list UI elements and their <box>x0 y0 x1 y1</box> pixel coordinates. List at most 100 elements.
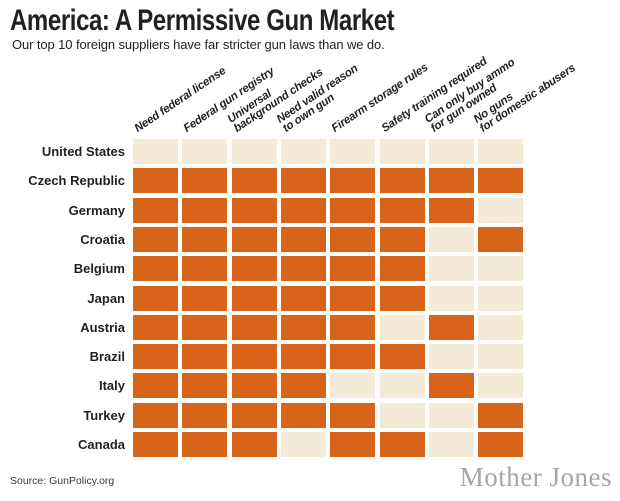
matrix-cell <box>379 226 425 252</box>
matrix-cell <box>379 314 425 340</box>
matrix-cell <box>379 432 425 457</box>
matrix-cell <box>231 314 277 340</box>
matrix-cell <box>330 197 376 223</box>
matrix-cell <box>133 168 178 194</box>
matrix-cell <box>231 402 277 428</box>
column-header: Need federal license <box>132 64 229 135</box>
matrix-cell <box>428 344 474 370</box>
matrix-cell <box>182 373 228 399</box>
matrix-cell <box>182 139 228 164</box>
matrix-cell <box>133 226 178 252</box>
matrix-cell <box>231 256 277 282</box>
matrix-cell <box>330 256 376 282</box>
matrix-cell <box>428 432 474 457</box>
row-label: Belgium <box>73 261 125 277</box>
matrix-cell <box>379 139 425 164</box>
matrix-cell <box>280 285 326 311</box>
source-credit: Source: GunPolicy.org <box>10 475 115 487</box>
matrix-cell <box>330 373 376 399</box>
matrix-cell <box>280 432 326 457</box>
matrix-cell <box>231 168 277 194</box>
row-label: Canada <box>78 437 125 452</box>
matrix-cell <box>330 344 376 370</box>
matrix-cell <box>379 344 425 370</box>
matrix-cell <box>379 256 425 282</box>
matrix-cell <box>133 256 178 282</box>
matrix-cell <box>182 256 228 282</box>
row-label: Turkey <box>83 407 125 423</box>
matrix-cell <box>231 373 277 399</box>
matrix-cell <box>133 139 178 164</box>
matrix-cell <box>379 197 425 223</box>
matrix-cell <box>478 139 524 164</box>
row-label: Brazil <box>89 349 125 365</box>
matrix-cell <box>330 226 376 252</box>
matrix-cell <box>478 432 524 457</box>
matrix-cell <box>478 168 524 194</box>
matrix-cell <box>133 285 178 311</box>
row-label: Italy <box>98 378 125 394</box>
matrix-cell <box>379 285 425 311</box>
matrix-cell <box>231 285 277 311</box>
matrix-cell <box>280 197 326 223</box>
matrix-cell <box>330 139 376 164</box>
chart-title: America: A Permissive Gun Market <box>10 4 395 37</box>
matrix-cell <box>280 168 326 194</box>
matrix-cell <box>330 402 376 428</box>
matrix-cell <box>379 373 425 399</box>
matrix-cell <box>231 432 277 457</box>
matrix-cell <box>428 285 474 311</box>
matrix-cell <box>182 168 228 194</box>
matrix-cell <box>428 139 474 164</box>
matrix-cell <box>330 168 376 194</box>
matrix-cell <box>182 432 228 457</box>
matrix-cell <box>133 432 178 457</box>
matrix-cell <box>428 197 474 223</box>
matrix-cell <box>478 314 524 340</box>
matrix-cell <box>231 344 277 370</box>
matrix-cell <box>280 402 326 428</box>
row-label: Germany <box>68 202 125 218</box>
matrix-cell <box>133 373 178 399</box>
matrix-cell <box>478 285 524 311</box>
matrix-cell <box>280 226 326 252</box>
matrix-cell <box>133 402 178 428</box>
matrix-cell <box>478 256 524 282</box>
row-label: Japan <box>87 290 125 306</box>
matrix-cell <box>182 314 228 340</box>
row-label: Croatia <box>80 231 125 247</box>
matrix-cell <box>428 256 474 282</box>
matrix-cell <box>231 139 277 164</box>
matrix-cell <box>231 197 277 223</box>
matrix-cell <box>133 344 178 370</box>
matrix-cell <box>428 373 474 399</box>
matrix-cell <box>428 168 474 194</box>
row-label: United States <box>41 144 125 159</box>
mother-jones-logo: Mother Jones <box>459 462 612 492</box>
matrix-cell <box>280 344 326 370</box>
row-label: Czech Republic <box>28 173 125 189</box>
matrix-cell <box>330 314 376 340</box>
matrix-cell <box>231 226 277 252</box>
matrix-cell <box>182 197 228 223</box>
matrix-cell <box>428 226 474 252</box>
matrix-cell <box>478 226 524 252</box>
matrix-cell <box>428 402 474 428</box>
matrix-cell <box>280 256 326 282</box>
matrix-cell <box>133 314 178 340</box>
matrix-cell <box>330 285 376 311</box>
matrix-cell <box>330 432 376 457</box>
matrix-cell <box>478 402 524 428</box>
matrix-cell <box>478 197 524 223</box>
matrix-cell <box>182 226 228 252</box>
matrix-cell <box>478 373 524 399</box>
matrix-cell <box>182 402 228 428</box>
row-label: Austria <box>80 319 125 335</box>
chart-subtitle: Our top 10 foreign suppliers have far st… <box>12 37 385 52</box>
matrix-cell <box>133 197 178 223</box>
matrix-cell <box>280 139 326 164</box>
matrix-cell <box>379 168 425 194</box>
matrix-cell <box>428 314 474 340</box>
matrix-cell <box>182 344 228 370</box>
